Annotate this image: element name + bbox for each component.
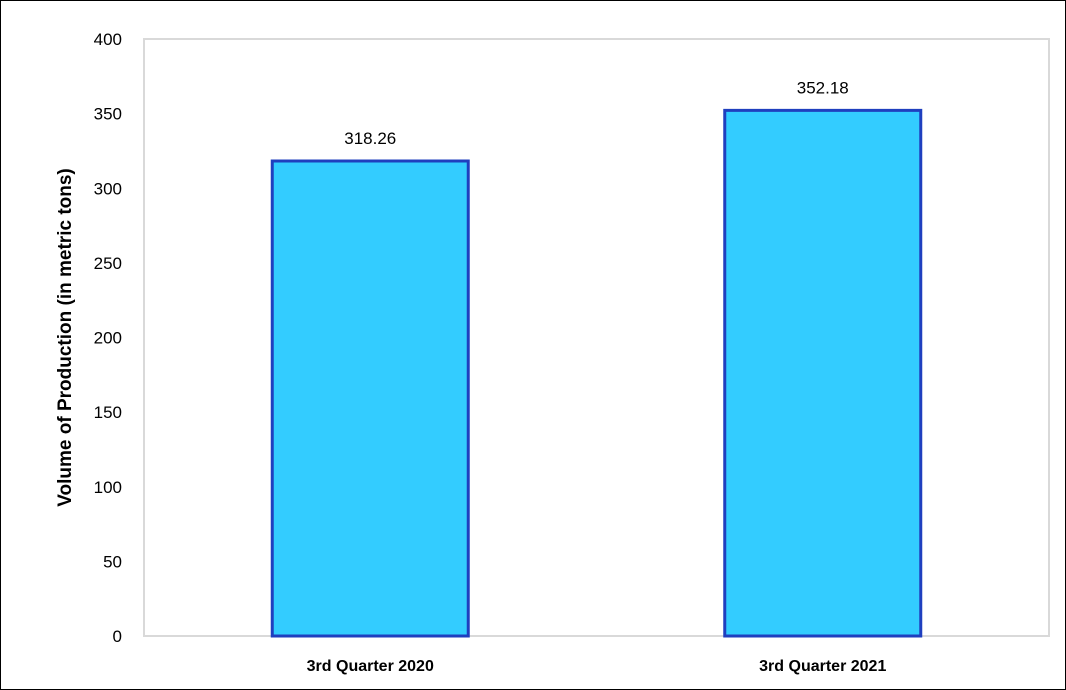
y-tick-label: 300	[94, 179, 122, 198]
y-tick-label: 400	[94, 30, 122, 49]
y-axis-ticks: 0 50 100 150 200 250 300 350 400	[94, 30, 122, 646]
y-tick-label: 50	[103, 552, 122, 571]
y-tick-label: 0	[113, 627, 122, 646]
x-axis-labels: 3rd Quarter 2020 3rd Quarter 2021	[307, 658, 887, 675]
bar-data-label: 352.18	[797, 78, 849, 97]
y-tick-label: 350	[94, 105, 122, 124]
x-category-label: 3rd Quarter 2021	[759, 658, 886, 675]
y-tick-label: 150	[94, 403, 122, 422]
y-axis-title: Volume of Production (in metric tons)	[55, 168, 76, 506]
data-labels: 318.26 352.18	[344, 78, 849, 148]
bar	[723, 108, 923, 638]
bar	[270, 159, 470, 638]
x-category-label: 3rd Quarter 2020	[307, 658, 434, 675]
y-tick-label: 100	[94, 478, 122, 497]
bar-data-label: 318.26	[344, 129, 396, 148]
y-tick-label: 200	[94, 329, 122, 348]
y-tick-label: 250	[94, 254, 122, 273]
bar-series	[270, 108, 923, 638]
